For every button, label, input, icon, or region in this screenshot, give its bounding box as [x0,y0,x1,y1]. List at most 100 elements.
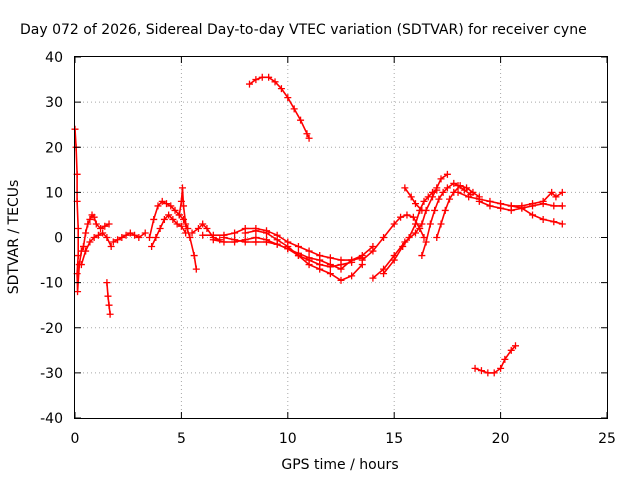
data-point [105,220,113,228]
data-point [263,229,271,237]
data-point [390,220,398,228]
data-point [103,234,111,241]
series-bottom-arc [471,342,519,377]
data-point [135,234,143,241]
data-point [437,175,445,183]
data-point [231,236,239,244]
x-tick-label: 15 [385,431,403,447]
data-point [203,224,211,232]
data-point [497,364,505,372]
data-point [490,369,498,377]
data-point [407,193,415,201]
data-point [77,261,85,269]
data-point [106,310,114,318]
data-point [411,200,419,208]
y-tick-label: 30 [45,95,63,111]
data-point [114,236,122,244]
series-hump-4b [148,211,190,251]
data-point [190,252,198,260]
data-point [441,206,449,214]
series-line [249,76,310,139]
data-point [171,206,179,214]
y-tick-label: 0 [54,231,63,247]
data-point [216,236,224,244]
data-point [107,243,115,251]
data-point [424,193,432,201]
data-point [188,229,196,237]
series-day-a [199,224,377,264]
series-late-c [507,202,566,228]
series-early-c [109,229,149,246]
data-point [303,130,311,138]
data-point [263,238,271,246]
data-point [252,76,260,84]
series-rise-16 [418,179,475,260]
data-point [463,184,471,192]
data-point [175,211,183,219]
data-point [297,116,305,124]
data-point [163,200,171,208]
y-tick-label: -20 [40,321,63,337]
grid-lines [75,57,607,418]
data-point [469,188,477,196]
data-point [486,202,494,210]
data-point [148,243,156,251]
data-point [411,220,419,228]
data-point [369,247,377,255]
data-point [167,202,175,210]
data-point [169,215,177,223]
data-point [507,346,515,354]
y-tick-label: 20 [45,140,63,156]
data-point [435,195,443,203]
data-point [152,234,160,241]
data-point [316,261,324,269]
data-point [305,256,313,264]
data-point [439,188,447,196]
data-point [443,170,451,178]
data-point [131,231,139,239]
data-point [437,220,445,228]
data-point [258,73,266,81]
data-point [443,184,451,192]
x-tick-label: 10 [279,431,297,447]
data-point [94,231,102,239]
data-point [101,222,109,230]
data-point [180,202,188,210]
data-point [145,234,153,241]
data-point [337,276,345,284]
series-spike-5 [175,184,200,273]
series-line [106,282,111,315]
data-point [450,179,458,187]
data-point [150,215,158,223]
data-point [126,229,134,237]
axis-ticks [74,56,608,419]
series-spike-start [71,125,88,296]
data-point [284,243,292,251]
data-point [348,272,356,280]
data-point [158,197,166,205]
x-tick-label: 20 [492,431,510,447]
data-point [550,218,558,226]
data-point [277,85,285,93]
data-point [160,215,168,223]
data-point [380,270,388,278]
data-point [103,279,111,287]
data-point [294,252,302,260]
data-point [484,369,492,377]
series-drop-1.5 [103,279,114,318]
data-point [199,231,207,239]
data-point [511,342,519,350]
data-point [454,188,462,196]
data-point [399,243,407,251]
data-point [431,206,439,214]
data-point [418,252,426,260]
data-point [475,197,483,205]
data-point [105,301,113,309]
x-tick-label: 25 [598,431,616,447]
data-point [456,182,464,190]
data-point [471,364,479,372]
data-point [122,231,130,239]
series-rise-14b [369,170,451,282]
data-point [165,211,173,219]
